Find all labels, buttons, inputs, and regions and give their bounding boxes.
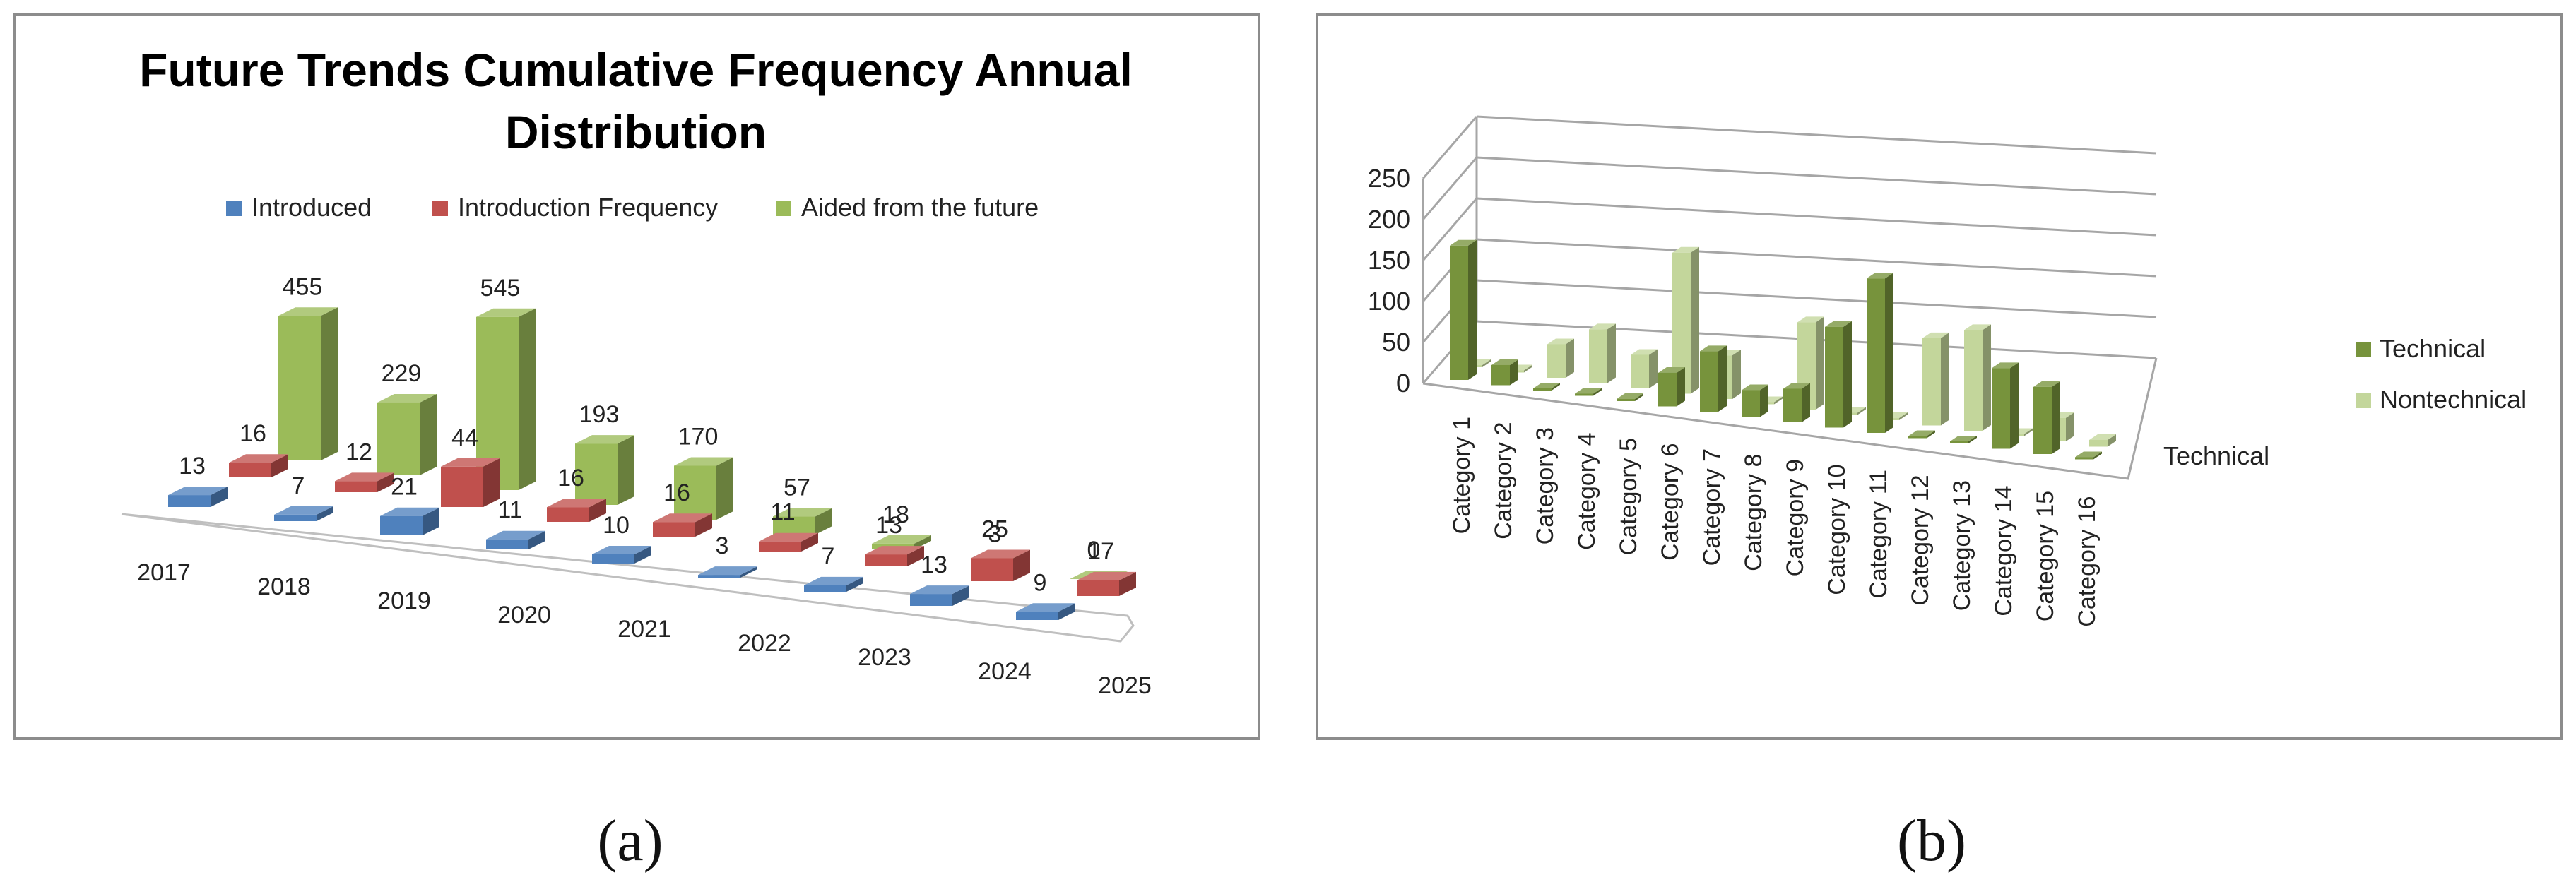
- x-tick-label-category-14: Category 14: [1990, 486, 2017, 616]
- data-label-introduction-frequency-2024: 25: [981, 516, 1008, 543]
- bar-technical-category-6: [1658, 367, 1685, 407]
- data-label-introduced-2018: 7: [292, 472, 305, 499]
- bar-technical-category-7: [1700, 345, 1727, 412]
- data-label-introduced-2021: 10: [603, 512, 630, 539]
- bar-nontechnical-category-5: [1631, 349, 1658, 388]
- bar-aided-from-the-future-2018: [377, 394, 437, 475]
- x-tick-label-category-3: Category 3: [1532, 427, 1559, 544]
- data-label-introduction-frequency-2020: 16: [557, 465, 584, 491]
- data-label-introduced-2023: 7: [822, 543, 835, 570]
- bar-introduced-2019: [380, 508, 439, 535]
- bar-introduction-frequency-2019: [441, 458, 500, 507]
- data-label-introduction-frequency-2025: 17: [1087, 538, 1114, 565]
- y-tick-label-50: 50: [1382, 328, 1410, 357]
- x-tick-label-2022: 2022: [738, 630, 791, 657]
- chart-a-title-line-2: Distribution: [505, 106, 767, 158]
- legend-item-introduction-frequency: Introduction Frequency: [432, 193, 718, 222]
- x-tick-label-category-10: Category 10: [1824, 465, 1850, 595]
- x-tick-label-category-8: Category 8: [1740, 454, 1767, 571]
- data-label-aided-from-the-future-2018: 229: [382, 360, 422, 387]
- data-label-introduction-frequency-2022: 11: [770, 499, 795, 526]
- data-label-introduced-2017: 13: [179, 453, 206, 479]
- data-label-introduced-2019: 21: [391, 474, 418, 501]
- bar-nontechnical-category-4: [1589, 323, 1616, 383]
- x-tick-label-2021: 2021: [618, 616, 671, 643]
- data-label-introduced-2022: 3: [716, 532, 729, 559]
- x-tick-label-2020: 2020: [497, 602, 551, 628]
- x-tick-label-category-13: Category 13: [1949, 480, 1975, 611]
- bar-technical-category-1: [1450, 240, 1477, 380]
- legend-label-nontechnical: Nontechnical: [2380, 385, 2527, 414]
- data-label-aided-from-the-future-2017: 455: [283, 273, 323, 300]
- data-label-introduced-2025: 9: [1034, 569, 1047, 596]
- panel-a-caption: (a): [597, 808, 663, 874]
- data-label-aided-from-the-future-2019: 545: [480, 275, 521, 302]
- legend-item-nontechnical: Nontechnical: [2356, 385, 2527, 414]
- y-tick-label-250: 250: [1368, 164, 1410, 193]
- legend-swatch-introduced: [226, 201, 242, 216]
- x-tick-label-category-7: Category 7: [1698, 448, 1725, 566]
- legend-swatch-aided-from-the-future: [776, 201, 791, 216]
- data-label-aided-from-the-future-2021: 170: [678, 424, 719, 451]
- chart-b-depth-axis-label: Technical: [2163, 441, 2269, 470]
- x-tick-label-category-16: Category 16: [2074, 496, 2101, 627]
- x-tick-label-category-9: Category 9: [1782, 459, 1809, 576]
- bar-technical-category-14: [1992, 362, 2019, 448]
- bar-technical-category-2: [1491, 359, 1518, 386]
- y-tick-label-0: 0: [1396, 369, 1410, 398]
- x-tick-label-category-12: Category 12: [1907, 475, 1934, 606]
- data-label-introduced-2024: 13: [921, 552, 947, 578]
- x-tick-label-2017: 2017: [137, 559, 191, 586]
- panel-b-caption: (b): [1897, 808, 1966, 874]
- bar-nontechnical-category-12: [1922, 333, 1949, 426]
- panel-b-chart: 0 50 100 150 200 250 Category 1 Category 2 Cate…: [1317, 14, 2562, 739]
- bar-nontechnical-category-13: [1964, 324, 1991, 431]
- legend-swatch-nontechnical: [2356, 393, 2371, 408]
- data-label-introduction-frequency-2023: 13: [875, 512, 902, 539]
- legend-swatch-introduction-frequency: [432, 201, 448, 216]
- x-tick-label-category-15: Category 15: [2032, 491, 2059, 621]
- x-tick-label-category-6: Category 6: [1657, 443, 1684, 561]
- y-tick-label-100: 100: [1368, 287, 1410, 316]
- bar-introduction-frequency-2024: [971, 550, 1030, 582]
- legend-item-aided-from-the-future: Aided from the future: [776, 193, 1039, 222]
- bar-technical-category-10: [1825, 321, 1852, 428]
- x-tick-label-2024: 2024: [978, 658, 1032, 685]
- x-tick-label-2018: 2018: [257, 573, 311, 600]
- x-tick-label-category-5: Category 5: [1615, 438, 1642, 555]
- bar-nontechnical-category-3: [1547, 338, 1574, 378]
- bar-technical-category-9: [1783, 383, 1810, 422]
- chart-a-legend: Introduced Introduction Frequency Aided …: [226, 193, 1039, 222]
- legend-swatch-technical: [2356, 342, 2371, 357]
- x-tick-label-2025: 2025: [1098, 672, 1152, 699]
- bar-technical-category-8: [1742, 384, 1768, 417]
- y-tick-label-150: 150: [1368, 246, 1410, 275]
- chart-a-title-line-1: Future Trends Cumulative Frequency Annua…: [139, 44, 1133, 96]
- legend-label-introduced: Introduced: [252, 193, 372, 222]
- bar-aided-from-the-future-2017: [278, 307, 338, 460]
- panel-a-chart: Future Trends Cumulative Frequency Annua…: [14, 14, 1259, 739]
- data-label-introduction-frequency-2017: 16: [240, 420, 266, 447]
- legend-label-technical: Technical: [2380, 334, 2486, 363]
- data-label-aided-from-the-future-2020: 193: [579, 401, 620, 428]
- y-tick-label-200: 200: [1368, 205, 1410, 234]
- x-tick-label-category-11: Category 11: [1865, 470, 1892, 599]
- data-label-introduction-frequency-2021: 16: [663, 479, 690, 506]
- legend-label-introduction-frequency: Introduction Frequency: [458, 193, 718, 222]
- data-label-introduced-2020: 11: [497, 497, 522, 524]
- data-label-aided-from-the-future-2022: 57: [784, 474, 810, 501]
- data-label-introduction-frequency-2019: 44: [451, 424, 478, 451]
- x-tick-label-category-4: Category 4: [1573, 433, 1600, 550]
- x-tick-label-2019: 2019: [377, 588, 431, 614]
- x-tick-label-2023: 2023: [858, 644, 911, 671]
- data-label-introduction-frequency-2018: 12: [345, 439, 372, 465]
- x-tick-label-category-2: Category 2: [1490, 422, 1517, 540]
- bar-technical-category-11: [1867, 273, 1893, 433]
- x-tick-label-category-1: Category 1: [1448, 417, 1475, 534]
- bar-technical-category-15: [2033, 381, 2060, 454]
- legend-label-aided-from-the-future: Aided from the future: [801, 193, 1039, 222]
